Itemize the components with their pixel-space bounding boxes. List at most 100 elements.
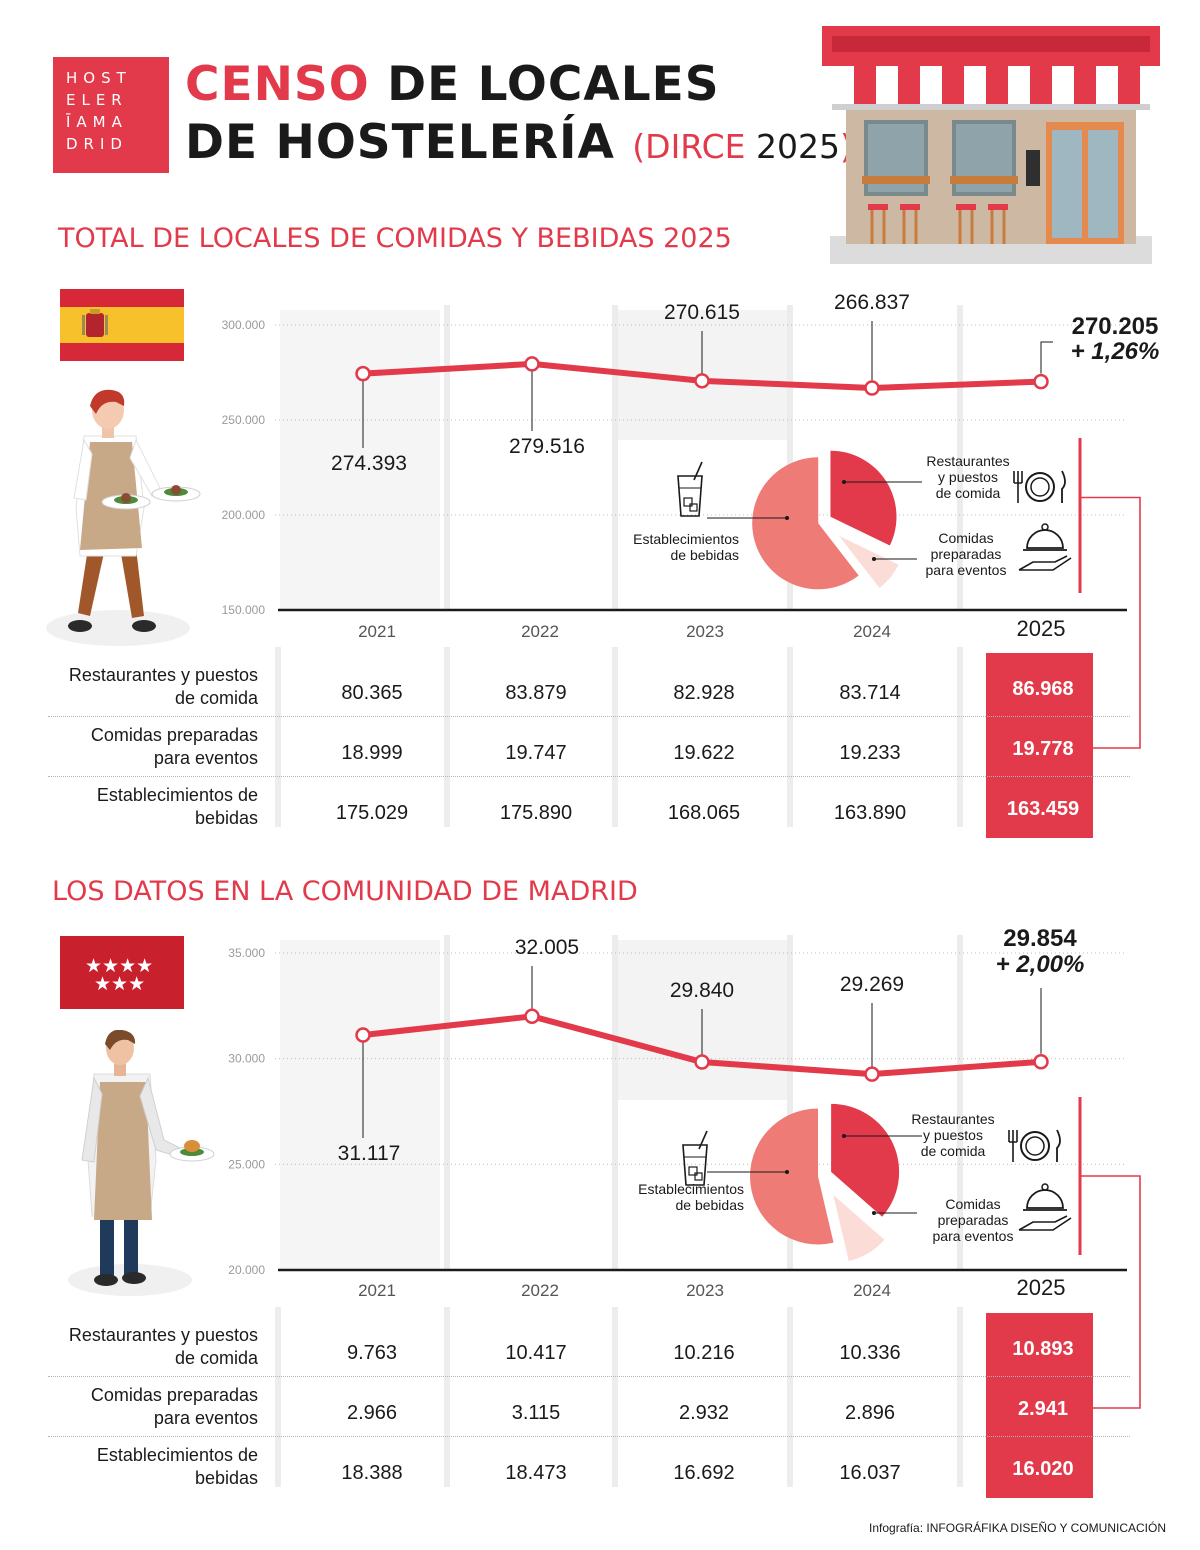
pie-slice-food [831,1103,900,1217]
table-cell: 19.233 [839,742,901,764]
x-tick-label: 2023 [686,622,724,641]
footer-credit: Infografía: INFOGRÁFIKA DISEÑO Y COMUNIC… [869,1521,1166,1535]
table-column-separator [444,1307,450,1487]
table-cell: 19.747 [505,742,567,764]
y-tick-label: 35.000 [228,946,265,960]
pie-leader-dot [872,557,876,561]
table-column-separator [444,647,450,827]
table-cell: 163.890 [833,802,907,824]
data-point [864,1066,880,1082]
pie-label-food: Restaurantes y puestos de comida [911,1111,994,1159]
pie-leader-dot [785,1170,789,1174]
data-value-label: 270.615 [664,301,740,324]
x-tick-label: 2024 [853,1281,891,1300]
table-column-separator [275,647,281,827]
data-value-label: 274.393 [331,452,407,475]
pie-label-events: Comidas preparadas para eventos [933,1196,1014,1244]
waiter-icon [68,1030,215,1296]
plate-cutlery-icon [1008,1129,1061,1162]
table-cell: 9.763 [346,1342,398,1364]
table-cell: 19.622 [673,742,735,764]
y-tick-label: 250.000 [222,413,266,427]
drink-glass-icon [682,1130,708,1186]
leader-line [1040,341,1053,374]
table-column-separator [787,1307,793,1487]
table-row-label: Comidas preparadas para eventos [90,725,258,768]
table-column-separator [612,647,618,827]
line-chart-0: 300.000 250.000 200.000 150.000 2021 2022 2023… [222,291,1160,749]
y-tick-label: 30.000 [228,1052,265,1066]
pie-leader-dot [842,1134,846,1138]
highlight-change-label: + 1,26% [1071,338,1160,365]
pie-label-events: Comidas preparadas para eventos [926,530,1007,578]
data-value-label: 29.269 [840,973,904,996]
plate-cutlery-icon [1013,470,1066,503]
pie-label-drinks: Establecimientos de bebidas [638,1181,744,1213]
table-cell: 163.459 [1006,798,1080,820]
table-cell: 86.968 [1012,678,1074,700]
cloche-hand-icon [1018,523,1072,571]
highlight-2025-column [986,653,1093,838]
table-cell: 10.216 [673,1342,735,1364]
data-point [355,365,371,382]
shaded-band [280,310,440,610]
data-point [524,356,540,372]
table-cell: 2.896 [844,1402,896,1424]
data-value-label: 31.117 [338,1142,401,1165]
data-point [694,373,710,389]
x-tick-label: 2024 [853,622,891,641]
table-cell: 10.336 [839,1342,901,1364]
pie-slice-events [839,535,899,589]
y-tick-label: 20.000 [228,1263,265,1277]
data-point [355,1027,371,1043]
data-point [1033,373,1049,390]
table-column-separator [612,1307,618,1487]
shaded-band [280,940,440,1270]
table-cell: 80.365 [341,682,403,704]
table-cell: 2.932 [678,1402,730,1424]
table-cell: 168.065 [667,802,741,824]
table-cell: 16.020 [1012,1458,1074,1480]
data-point [864,380,880,396]
data-point [524,1008,540,1025]
data-value-label: 279.516 [509,435,585,458]
pie-label-food: Restaurantes y puestos de comida [926,453,1009,501]
y-tick-label: 25.000 [228,1157,265,1171]
section-title-madrid: LOS DATOS EN LA COMUNIDAD DE MADRID [52,876,638,907]
x-tick-label: 2022 [521,1281,559,1300]
table-row-label: Comidas preparadas para eventos [90,1385,258,1428]
y-tick-label: 300.000 [222,318,266,332]
table-column-separator [787,647,793,827]
table-cell: 19.778 [1012,738,1074,760]
table-cell: 82.928 [673,682,735,704]
pie-slice-drinks [752,457,859,590]
x-tick-label: 2022 [521,622,559,641]
table-cell: 18.473 [505,1462,567,1484]
table-row-divider [48,1376,1130,1377]
waitress-icon [46,389,201,646]
table-row-divider [48,716,1130,717]
pie-label-drinks: Establecimientos de bebidas [633,531,739,563]
table-row-label: Restaurantes y puestos de comida [68,665,258,708]
x-tick-label: 2021 [358,622,396,641]
table-cell: 2.941 [1017,1398,1069,1420]
table-column-separator [275,1307,281,1487]
table-cell: 3.115 [511,1402,561,1424]
hosteleria-madrid-logo: HOST ELER ĪAMA DRID [53,57,169,173]
table-cell: 10.417 [505,1342,567,1364]
table-row-label: Restaurantes y puestos de comida [68,1325,258,1368]
table-column-separator [957,647,963,827]
data-value-label: 29.840 [670,979,734,1002]
table-cell: 83.714 [839,682,901,704]
cloche-hand-icon [1018,1183,1072,1231]
spain-flag-icon [60,289,184,361]
pie-slice-food [830,450,897,546]
pie-leader-dot [785,516,789,520]
table-row-label: Establecimientos de bebidas [96,1445,258,1488]
pie-leader-dot [842,480,846,484]
table-cell: 18.999 [341,742,403,764]
table-column-separator [957,1307,963,1487]
y-tick-label: 150.000 [222,603,266,617]
x-tick-label: 2021 [358,1281,396,1300]
